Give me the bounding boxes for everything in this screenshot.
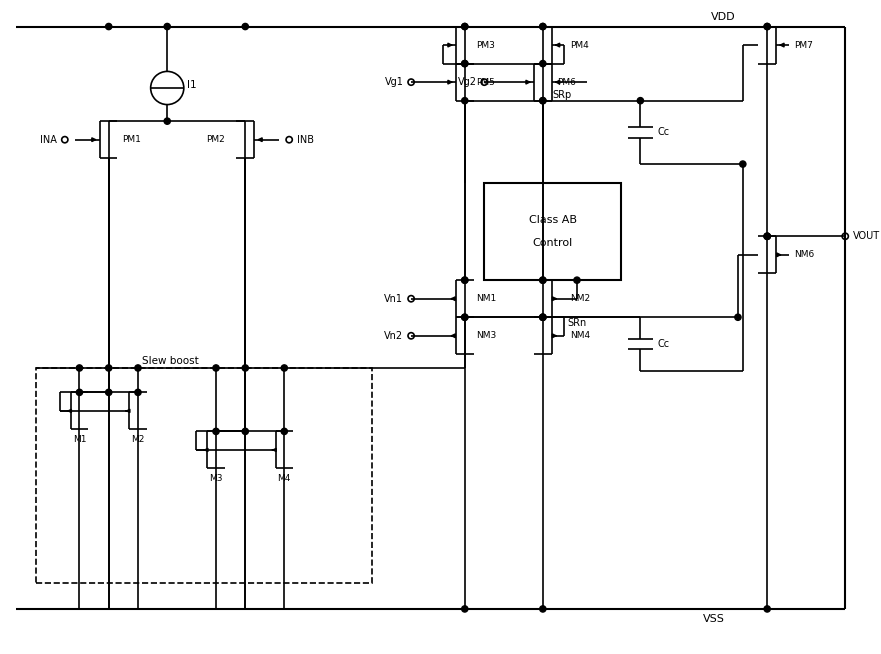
Text: NM4: NM4 [570, 332, 590, 340]
Text: INB: INB [297, 135, 314, 145]
Circle shape [135, 365, 141, 371]
Text: NM2: NM2 [570, 294, 590, 303]
Circle shape [135, 389, 141, 396]
Circle shape [540, 24, 546, 29]
Text: PM2: PM2 [206, 135, 225, 144]
Text: VDD: VDD [711, 12, 736, 22]
Circle shape [764, 24, 770, 29]
Circle shape [540, 24, 546, 29]
Circle shape [540, 314, 546, 320]
Text: Vg2: Vg2 [457, 77, 477, 87]
Circle shape [242, 428, 248, 434]
Text: M1: M1 [73, 435, 86, 443]
Text: NM6: NM6 [795, 250, 815, 259]
Text: PM5: PM5 [477, 78, 495, 86]
Text: Vn2: Vn2 [384, 331, 403, 341]
Circle shape [462, 277, 468, 283]
Circle shape [164, 118, 170, 124]
Circle shape [540, 277, 546, 283]
Circle shape [540, 60, 546, 67]
Text: PM1: PM1 [122, 135, 141, 144]
Text: NM3: NM3 [477, 332, 497, 340]
Text: VSS: VSS [703, 613, 724, 624]
Circle shape [281, 428, 287, 434]
Circle shape [462, 606, 468, 612]
Circle shape [106, 365, 112, 371]
Circle shape [213, 365, 219, 371]
Circle shape [540, 97, 546, 104]
Text: I1: I1 [187, 80, 196, 90]
Circle shape [242, 365, 248, 371]
Text: Vn1: Vn1 [384, 294, 403, 303]
Text: M4: M4 [278, 473, 291, 483]
Circle shape [764, 606, 770, 612]
Text: NM1: NM1 [477, 294, 497, 303]
Bar [485, 182, 621, 280]
Circle shape [213, 428, 219, 434]
Circle shape [462, 24, 468, 29]
Circle shape [77, 365, 83, 371]
Circle shape [540, 97, 546, 104]
Circle shape [281, 365, 287, 371]
Circle shape [462, 314, 468, 320]
Text: Cc: Cc [658, 128, 670, 137]
Circle shape [764, 24, 770, 29]
Text: PM6: PM6 [558, 78, 576, 86]
Text: SRp: SRp [552, 90, 572, 100]
Text: Control: Control [532, 238, 573, 248]
Text: M3: M3 [210, 473, 223, 483]
Circle shape [540, 314, 546, 320]
Circle shape [462, 24, 468, 29]
Circle shape [164, 24, 170, 29]
Circle shape [740, 161, 746, 167]
Text: Cc: Cc [658, 339, 670, 349]
Circle shape [735, 314, 741, 320]
Circle shape [462, 60, 468, 67]
Circle shape [637, 97, 643, 104]
Text: INA: INA [41, 135, 57, 145]
Text: VOUT: VOUT [853, 232, 880, 241]
Circle shape [106, 389, 112, 396]
Text: M2: M2 [131, 435, 144, 443]
Text: Slew boost: Slew boost [142, 356, 198, 366]
Circle shape [574, 277, 580, 283]
Circle shape [77, 389, 83, 396]
Text: PM3: PM3 [477, 41, 495, 50]
Circle shape [462, 277, 468, 283]
Text: Vg1: Vg1 [384, 77, 403, 87]
Circle shape [540, 277, 546, 283]
Circle shape [764, 233, 770, 239]
Circle shape [462, 97, 468, 104]
Circle shape [106, 24, 112, 29]
Text: SRn: SRn [567, 318, 587, 328]
Circle shape [764, 233, 770, 239]
Circle shape [764, 233, 770, 239]
Circle shape [462, 60, 468, 67]
Circle shape [462, 314, 468, 320]
Text: PM4: PM4 [570, 41, 589, 50]
Circle shape [540, 606, 546, 612]
Bar [35, 368, 372, 583]
Circle shape [242, 24, 248, 29]
Text: PM7: PM7 [795, 41, 813, 50]
Text: Class AB: Class AB [529, 215, 576, 225]
Circle shape [540, 314, 546, 320]
